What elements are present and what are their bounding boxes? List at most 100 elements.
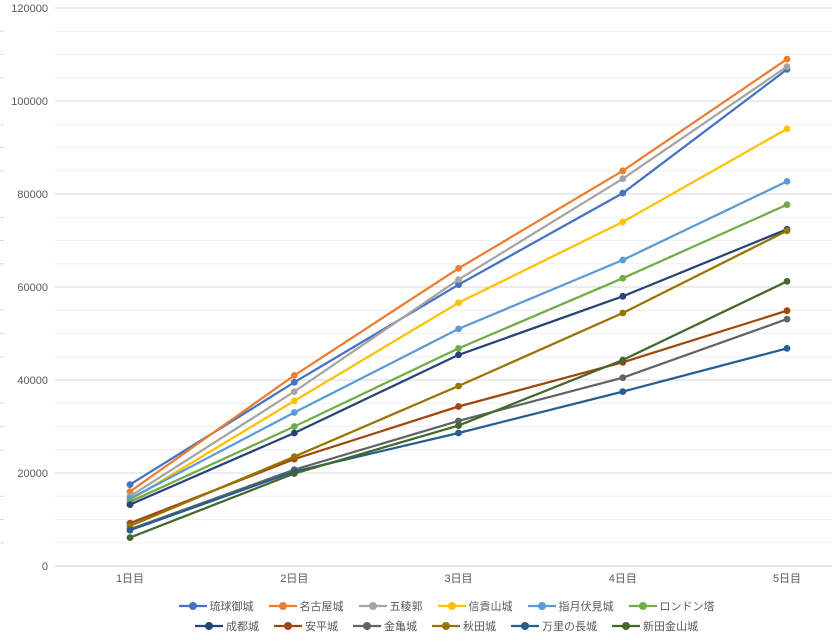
legend-item: 指月伏見城 (527, 598, 614, 614)
legend-item: 琉球御城 (178, 598, 254, 614)
data-point-marker (290, 378, 298, 386)
legend-marker-icon (527, 602, 556, 610)
y-axis-label: 120000 (11, 3, 48, 15)
plot-area: 0 20000 40000 60000 80000 100000 120000 1日目 2日目 3… (0, 3, 832, 585)
data-point-marker (290, 397, 298, 405)
x-axis-label: 2日目 (280, 573, 308, 585)
legend-marker-icon (612, 622, 640, 630)
series-line (128, 127, 789, 502)
data-point-marker (455, 417, 462, 425)
data-point-marker (783, 201, 791, 209)
data-point-marker (455, 299, 462, 307)
legend-label: 万里の長城 (542, 621, 597, 633)
data-point-marker (783, 178, 791, 185)
legend-label: 秋田城 (463, 621, 496, 633)
legend-label: 安平城 (305, 621, 338, 633)
x-axis-label: 1日目 (116, 573, 144, 585)
data-point-marker (455, 403, 462, 410)
legend-marker-icon (432, 622, 460, 630)
legend-item: 名古屋城 (268, 598, 344, 614)
legend-label: 琉球御城 (209, 601, 254, 613)
data-point-marker (290, 372, 298, 379)
legend-item: 成都城 (194, 618, 259, 634)
data-point-marker (290, 453, 298, 461)
data-point-marker (619, 388, 627, 395)
legend-marker-icon (268, 602, 297, 610)
data-point-marker (619, 256, 627, 264)
y-axis-label: 20000 (17, 468, 48, 480)
data-point-marker (619, 292, 627, 300)
data-point-marker (619, 309, 627, 317)
legend-row-2: 成都城 安平城 金亀城 秋田城 万里の長城 新田金山城 (194, 618, 698, 634)
legend-marker-icon (178, 602, 207, 610)
data-point-marker (126, 501, 134, 508)
y-axis-label: 0 (42, 561, 48, 573)
data-point-marker (783, 227, 791, 235)
data-point-marker (126, 481, 134, 488)
data-point-marker (455, 276, 462, 283)
legend-item: 金亀城 (352, 618, 417, 634)
x-axis-label: 5日目 (773, 573, 801, 585)
data-point-marker (290, 470, 298, 477)
legend-item: ロンドン塔 (628, 598, 715, 614)
legend-item: 新田金山城 (611, 618, 698, 634)
data-point-marker (290, 423, 298, 430)
data-point-marker (290, 429, 298, 437)
legend-item: 五稜郭 (358, 598, 423, 614)
data-point-marker (783, 125, 791, 133)
legend-marker-icon (511, 622, 539, 630)
data-point-marker (455, 345, 462, 352)
legend-item: 秋田城 (431, 618, 496, 634)
series-line (128, 309, 789, 525)
legend-label: 新田金山城 (643, 621, 698, 633)
data-point-marker (455, 281, 462, 289)
data-point-marker (455, 265, 462, 272)
data-point-marker (619, 274, 627, 282)
data-point-marker (126, 526, 134, 534)
chart-legend: 琉球御城 名古屋城 五稜郭 信貴山城 指月伏見城 ロンドン塔 成都城 安平城 金亀城 秋田城 万里… (60, 598, 832, 634)
legend-marker-icon (437, 602, 466, 610)
data-point-marker (455, 382, 462, 390)
data-point-marker (619, 167, 627, 175)
legend-item: 信貴山城 (437, 598, 513, 614)
data-point-marker (619, 175, 627, 183)
data-point-marker (783, 307, 791, 315)
data-point-marker (783, 55, 791, 63)
y-axis-label: 40000 (17, 375, 48, 387)
y-axis-label: 80000 (17, 189, 48, 201)
data-point-marker (783, 278, 791, 285)
legend-marker-icon (628, 602, 657, 610)
legend-label: 指月伏見城 (558, 601, 614, 613)
data-point-marker (783, 345, 791, 352)
legend-label: 五稜郭 (389, 601, 423, 613)
data-point-marker (455, 351, 462, 359)
data-point-marker (455, 325, 462, 333)
legend-label: 名古屋城 (299, 601, 344, 613)
data-point-marker (619, 218, 627, 226)
legend-label: ロンドン塔 (659, 601, 715, 613)
data-point-marker (455, 422, 462, 429)
legend-label: 金亀城 (384, 621, 417, 633)
data-point-marker (619, 356, 627, 364)
data-point-marker (455, 429, 462, 437)
x-axis-label: 4日目 (609, 573, 637, 585)
legend-marker-icon (274, 622, 302, 630)
y-axis-label: 60000 (17, 282, 48, 294)
data-point-marker (290, 388, 298, 395)
series-line (128, 229, 789, 528)
x-axis-label: 3日目 (444, 573, 472, 585)
legend-row-1: 琉球御城 名古屋城 五稜郭 信貴山城 指月伏見城 ロンドン塔 (178, 598, 715, 614)
legend-item: 安平城 (273, 618, 338, 634)
series-line (128, 180, 789, 500)
data-point-marker (619, 189, 627, 197)
legend-marker-icon (353, 622, 381, 630)
data-point-marker (783, 315, 791, 323)
data-point-marker (126, 534, 134, 541)
data-point-marker (619, 374, 627, 382)
data-point-marker (290, 409, 298, 416)
y-axis-label: 100000 (11, 96, 48, 108)
legend-marker-icon (358, 602, 387, 610)
data-point-marker (126, 488, 134, 495)
legend-label: 信貴山城 (468, 601, 513, 613)
